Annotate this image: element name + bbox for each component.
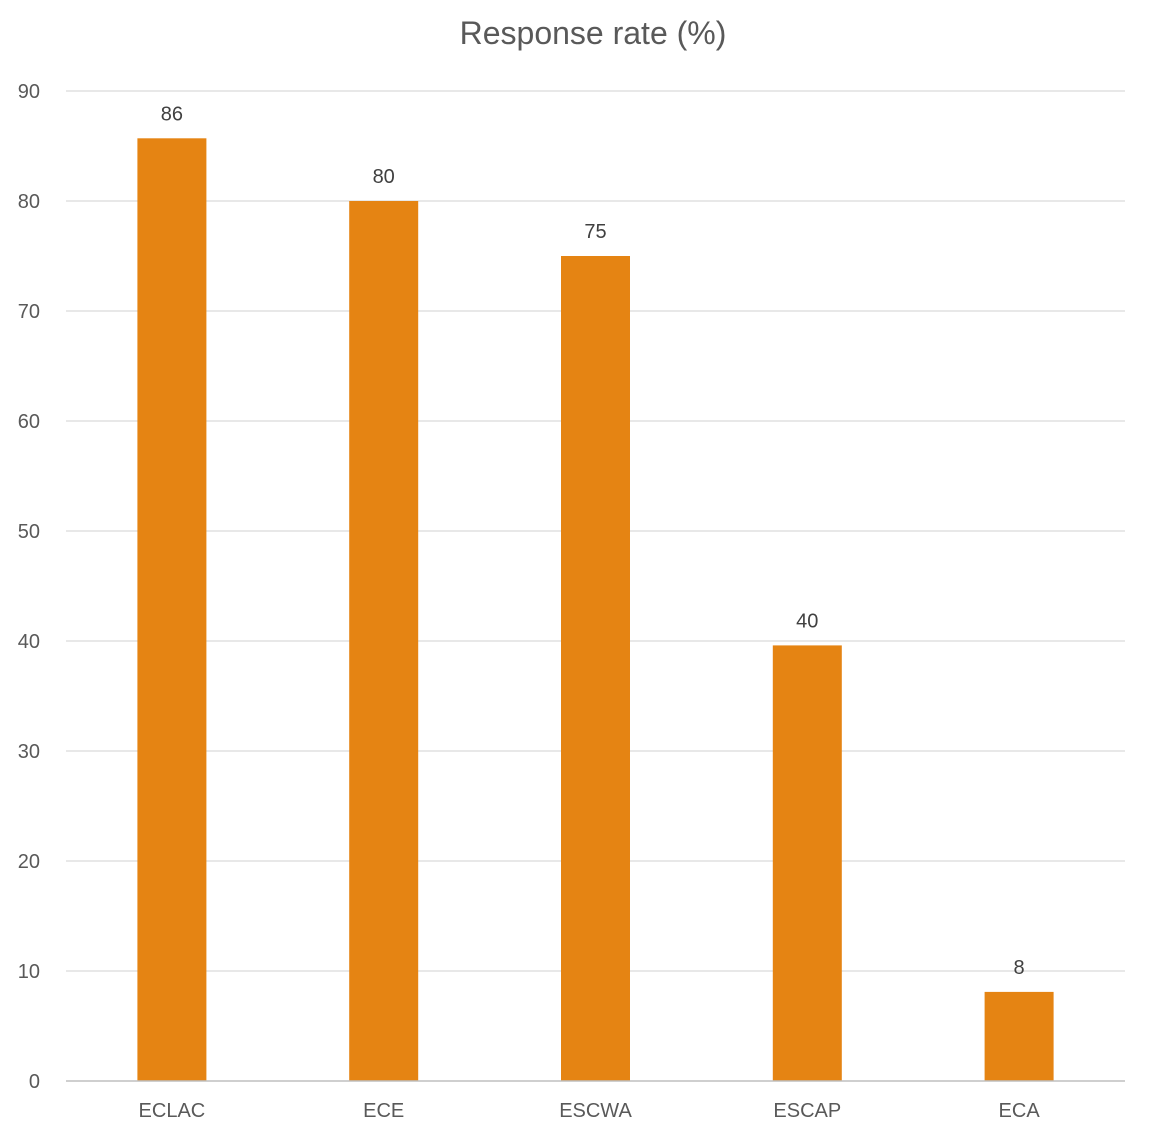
y-tick-label: 50 <box>18 521 40 543</box>
bar-eca <box>984 991 1054 1081</box>
bar-escap <box>772 645 842 1081</box>
bars <box>137 138 1054 1082</box>
y-tick-label: 30 <box>18 741 40 763</box>
y-tick-label: 20 <box>18 851 40 873</box>
y-axis-tick-labels: 0 10 20 30 40 50 60 70 80 90 <box>18 81 40 1093</box>
x-tick-label: ESCAP <box>773 1100 841 1122</box>
y-tick-label: 40 <box>18 631 40 653</box>
data-label: 8 <box>1014 957 1025 979</box>
bar-escwa <box>561 256 630 1081</box>
data-label: 75 <box>584 221 606 243</box>
y-tick-label: 80 <box>18 191 40 213</box>
data-label: 86 <box>161 103 183 125</box>
bar-eclac <box>137 138 207 1082</box>
x-tick-label: ESCWA <box>559 1100 632 1122</box>
y-tick-label: 0 <box>29 1071 40 1093</box>
x-axis-tick-labels: ECLAC ECE ESCWA ESCAP ECA <box>139 1100 1041 1122</box>
x-tick-label: ECLAC <box>139 1100 206 1122</box>
y-tick-label: 90 <box>18 81 40 103</box>
x-tick-label: ECE <box>363 1100 404 1122</box>
chart-title: Response rate (%) <box>460 15 727 51</box>
data-label: 40 <box>796 610 818 632</box>
y-tick-label: 70 <box>18 301 40 323</box>
data-label: 80 <box>373 166 395 188</box>
bar-ece <box>349 201 419 1081</box>
data-labels: 86 80 75 40 8 <box>161 103 1025 979</box>
y-tick-label: 60 <box>18 411 40 433</box>
x-tick-label: ECA <box>999 1100 1041 1122</box>
y-tick-label: 10 <box>18 961 40 983</box>
